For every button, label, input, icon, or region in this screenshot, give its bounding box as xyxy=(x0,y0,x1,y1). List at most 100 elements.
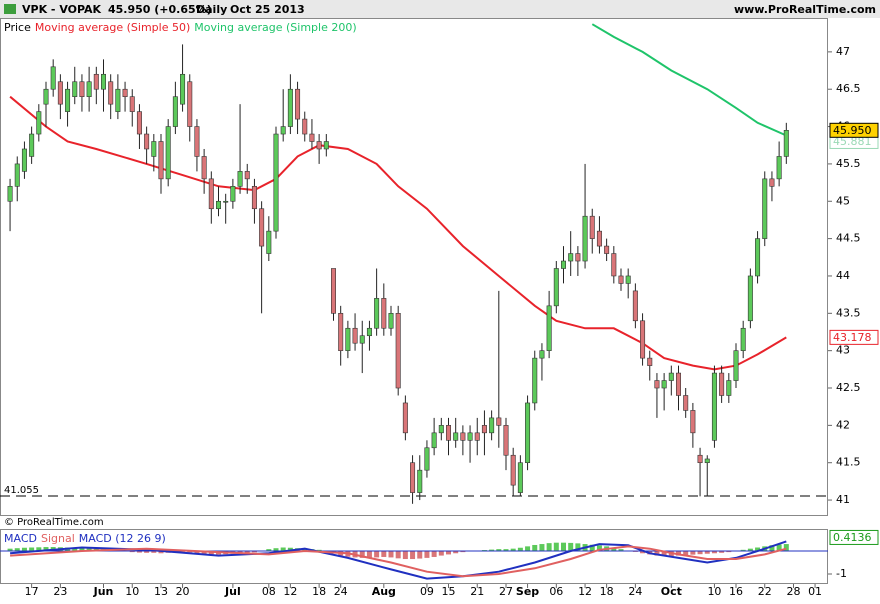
candle-body xyxy=(57,81,63,105)
site: www.ProRealTime.com xyxy=(734,3,876,16)
candle-body xyxy=(575,253,581,262)
histogram-bar xyxy=(402,550,408,560)
candle-body xyxy=(216,200,222,210)
candle-body xyxy=(395,313,401,389)
candle-body xyxy=(618,275,624,284)
histogram-bar xyxy=(690,550,696,555)
legend-entry: Moving average (Simple 200) xyxy=(194,21,356,34)
candle-body xyxy=(381,298,387,329)
x-tick-label: 13 xyxy=(154,585,168,598)
histogram-bar xyxy=(561,542,566,551)
histogram-bar xyxy=(21,547,27,551)
candle-body xyxy=(65,88,71,112)
histogram-bar xyxy=(697,550,703,555)
x-tick-label: 01 xyxy=(808,585,822,598)
period: Daily xyxy=(196,3,227,16)
value-box-label: 45.950 xyxy=(833,124,872,137)
histogram-bar xyxy=(144,550,150,553)
x-tick-label: 09 xyxy=(420,585,434,598)
candle-body xyxy=(72,81,78,97)
value-box-label: 43.178 xyxy=(833,331,872,344)
candle-body xyxy=(445,425,451,441)
candle-body xyxy=(21,148,27,172)
moving-average xyxy=(9,95,787,371)
value-box-label: 0.4136 xyxy=(833,531,872,544)
value-box xyxy=(829,529,879,545)
candle-body xyxy=(338,313,344,351)
histogram-bar xyxy=(640,550,646,554)
histogram-bar xyxy=(618,549,624,551)
histogram-bar xyxy=(654,550,660,556)
macd-line xyxy=(10,545,787,578)
candle-body xyxy=(101,73,107,90)
candle-body xyxy=(532,357,538,404)
y-tick-label: 41.5 xyxy=(836,456,861,469)
histogram-bar xyxy=(755,547,761,551)
histogram-bar xyxy=(676,550,681,556)
x-tick-label: 15 xyxy=(442,585,456,598)
candle-body xyxy=(539,350,545,359)
x-tick-label: 18 xyxy=(600,585,614,598)
value-box-label: 45.881 xyxy=(833,135,872,148)
histogram-bar xyxy=(72,547,78,551)
histogram-bar xyxy=(726,550,732,553)
histogram-bar xyxy=(395,550,401,559)
candle-body xyxy=(330,268,336,314)
histogram-bar xyxy=(711,550,717,554)
histogram-bar xyxy=(273,548,279,551)
candle-body xyxy=(266,230,272,254)
candle-body xyxy=(525,402,531,464)
macd-frame xyxy=(0,529,828,584)
support-label: 41.055 xyxy=(4,485,39,496)
candle-body xyxy=(352,327,358,344)
histogram-bar xyxy=(158,550,164,554)
x-tick-label: 24 xyxy=(628,585,642,598)
legend-entry: Signal xyxy=(41,532,75,545)
histogram-bar xyxy=(14,548,20,551)
histogram-bar xyxy=(776,544,782,551)
candle-body xyxy=(7,186,13,202)
histogram-bar xyxy=(381,550,387,557)
y-tick-label: 42.5 xyxy=(836,381,861,394)
histogram-bar xyxy=(302,548,308,551)
y-tick-label: 45.5 xyxy=(836,157,861,170)
histogram-bar xyxy=(553,542,559,551)
histogram-bar xyxy=(460,550,466,553)
x-tick-label: 10 xyxy=(707,585,721,598)
candle-body xyxy=(517,462,523,493)
histogram-bar xyxy=(568,542,574,551)
histogram-bar xyxy=(359,550,365,558)
candle-body xyxy=(14,163,20,187)
candle-body xyxy=(259,208,265,247)
candle-body xyxy=(460,432,466,441)
y-tick-label: 43 xyxy=(836,344,850,357)
candle-body xyxy=(704,458,710,464)
symbol: VPK - VOPAK xyxy=(22,3,102,16)
x-tick-label: 16 xyxy=(729,585,743,598)
histogram-bar xyxy=(525,546,531,551)
candle-body xyxy=(93,73,99,90)
candle-body xyxy=(625,275,631,284)
x-tick-label: 28 xyxy=(787,585,801,598)
histogram-bar xyxy=(596,545,602,551)
candle-body xyxy=(604,245,610,254)
x-tick-label: Jun xyxy=(93,585,114,598)
candle-body xyxy=(611,253,617,277)
y-tick-label: 45 xyxy=(836,194,850,207)
x-tick-label: Aug xyxy=(372,585,396,598)
value-box xyxy=(829,122,879,138)
candle-body xyxy=(589,215,595,239)
histogram-bar xyxy=(266,549,272,551)
candle-body xyxy=(158,141,164,180)
candle-body xyxy=(36,111,42,135)
histogram-bar xyxy=(496,549,502,551)
histogram-bar xyxy=(740,549,746,551)
candle-body xyxy=(29,133,35,157)
candle-body xyxy=(560,260,566,269)
histogram-bar xyxy=(783,544,789,551)
histogram-bar xyxy=(244,550,250,553)
legend-entry: Moving average (Simple 50) xyxy=(35,21,190,34)
candle-body xyxy=(244,171,250,180)
